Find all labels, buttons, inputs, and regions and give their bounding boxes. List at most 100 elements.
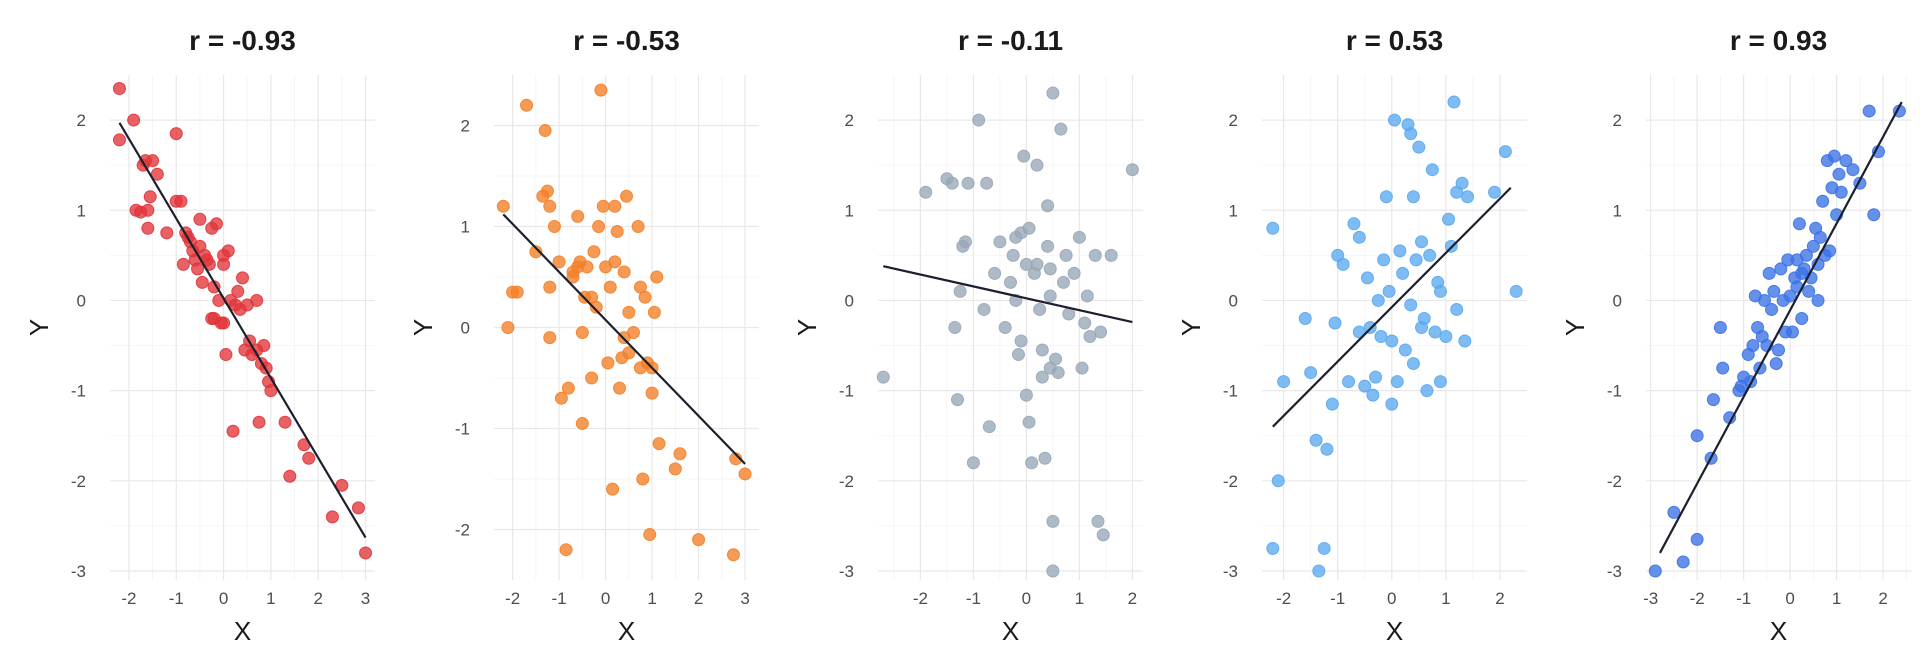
data-point <box>1059 248 1073 262</box>
x-tick-label: 2 <box>1878 589 1887 608</box>
data-point <box>1266 221 1280 235</box>
data-point <box>1022 415 1036 429</box>
data-point <box>1772 343 1785 357</box>
data-point <box>692 533 706 547</box>
data-point <box>1067 266 1081 280</box>
data-point <box>1094 325 1108 339</box>
data-point <box>543 199 557 213</box>
data-point <box>510 285 524 299</box>
data-point <box>613 381 627 395</box>
data-point <box>1827 149 1841 163</box>
data-point <box>1347 217 1361 231</box>
data-point <box>1433 284 1447 298</box>
data-point <box>606 482 620 496</box>
data-point <box>1488 185 1502 199</box>
x-tick-label: -2 <box>121 589 136 608</box>
data-point <box>217 257 231 271</box>
data-point <box>1461 190 1475 204</box>
x-tick-label: 2 <box>694 589 703 608</box>
data-point <box>1046 86 1060 100</box>
y-tick-label: -3 <box>1607 562 1622 581</box>
scatter-plot-svg: -2 -1 0 1 2 -3 -2 -1 0 1 2 r = 0.53 X Y <box>1176 25 1527 646</box>
data-point <box>1811 293 1825 307</box>
y-tick-label: 1 <box>845 201 854 220</box>
chart-title: r = 0.53 <box>1346 25 1443 56</box>
y-tick-label: 0 <box>845 291 854 310</box>
data-point <box>1746 339 1760 353</box>
data-point <box>622 346 636 360</box>
data-point <box>1057 275 1070 289</box>
data-point <box>1769 357 1783 371</box>
data-point <box>1385 334 1399 348</box>
y-tick-label: 2 <box>1613 111 1622 130</box>
data-point <box>1004 275 1017 289</box>
data-point <box>982 420 996 434</box>
y-axis-label: Y <box>24 319 54 336</box>
data-point <box>1690 429 1704 443</box>
x-tick-label: 1 <box>266 589 275 608</box>
data-point <box>1758 293 1772 307</box>
data-point <box>1442 212 1456 226</box>
data-point <box>592 220 606 233</box>
data-point <box>1737 370 1751 384</box>
regression-line <box>883 265 1133 324</box>
data-point <box>1011 348 1025 362</box>
data-point <box>953 284 967 298</box>
grid <box>110 75 375 580</box>
data-point <box>643 528 657 542</box>
x-axis-label: X <box>1386 616 1403 646</box>
data-point <box>1366 388 1380 402</box>
y-tick-label: -3 <box>1223 562 1238 581</box>
x-tick-label: 1 <box>647 589 656 608</box>
data-point <box>543 331 557 345</box>
data-point <box>631 220 645 233</box>
x-tick-label: -2 <box>913 589 928 608</box>
data-point <box>1271 474 1285 488</box>
x-tick-label: 2 <box>1128 589 1137 608</box>
data-point <box>160 226 174 240</box>
data-point <box>1377 253 1391 267</box>
y-tick-label: 2 <box>77 111 86 130</box>
y-tick-label: -1 <box>1607 382 1622 401</box>
data-point <box>1309 433 1323 447</box>
data-point <box>1328 316 1342 330</box>
data-point <box>993 235 1007 249</box>
data-point <box>1046 564 1060 578</box>
chart-title: r = -0.11 <box>958 25 1063 56</box>
data-point <box>1030 257 1044 271</box>
data-point <box>1049 352 1063 366</box>
data-point <box>335 478 349 492</box>
y-tick-label: 0 <box>1613 291 1622 310</box>
data-point <box>169 127 183 141</box>
x-tick-label: 2 <box>313 589 322 608</box>
y-axis-label: Y <box>1176 319 1206 336</box>
data-point <box>601 356 615 370</box>
x-tick-label: 0 <box>219 589 228 608</box>
y-tick-label: -1 <box>455 420 470 439</box>
y-tick-label: -1 <box>71 382 86 401</box>
data-point <box>919 185 933 199</box>
data-point <box>1439 330 1453 344</box>
data-point <box>738 467 752 481</box>
data-point <box>1091 514 1105 528</box>
data-point <box>1382 284 1396 298</box>
data-point <box>1304 366 1318 380</box>
data-point <box>543 280 557 294</box>
data-point <box>554 391 568 405</box>
scatter-plot-svg: -3 -2 -1 0 1 2 -3 -2 -1 0 1 2 r = 0.93 X Y <box>1560 25 1911 646</box>
data-point <box>1799 248 1813 262</box>
data-point <box>1816 194 1830 208</box>
y-tick-label: -2 <box>455 521 470 540</box>
data-point <box>1312 564 1326 578</box>
data-point <box>1839 154 1853 168</box>
y-tick-label: 2 <box>1229 111 1238 130</box>
data-point <box>1325 397 1339 411</box>
data-point <box>1509 284 1523 298</box>
y-tick-label: 0 <box>461 319 470 338</box>
data-point <box>529 245 543 259</box>
data-point <box>1320 442 1334 456</box>
data-point <box>1043 289 1057 303</box>
data-point <box>538 124 552 138</box>
data-point <box>146 154 160 168</box>
data-point <box>1420 384 1434 398</box>
